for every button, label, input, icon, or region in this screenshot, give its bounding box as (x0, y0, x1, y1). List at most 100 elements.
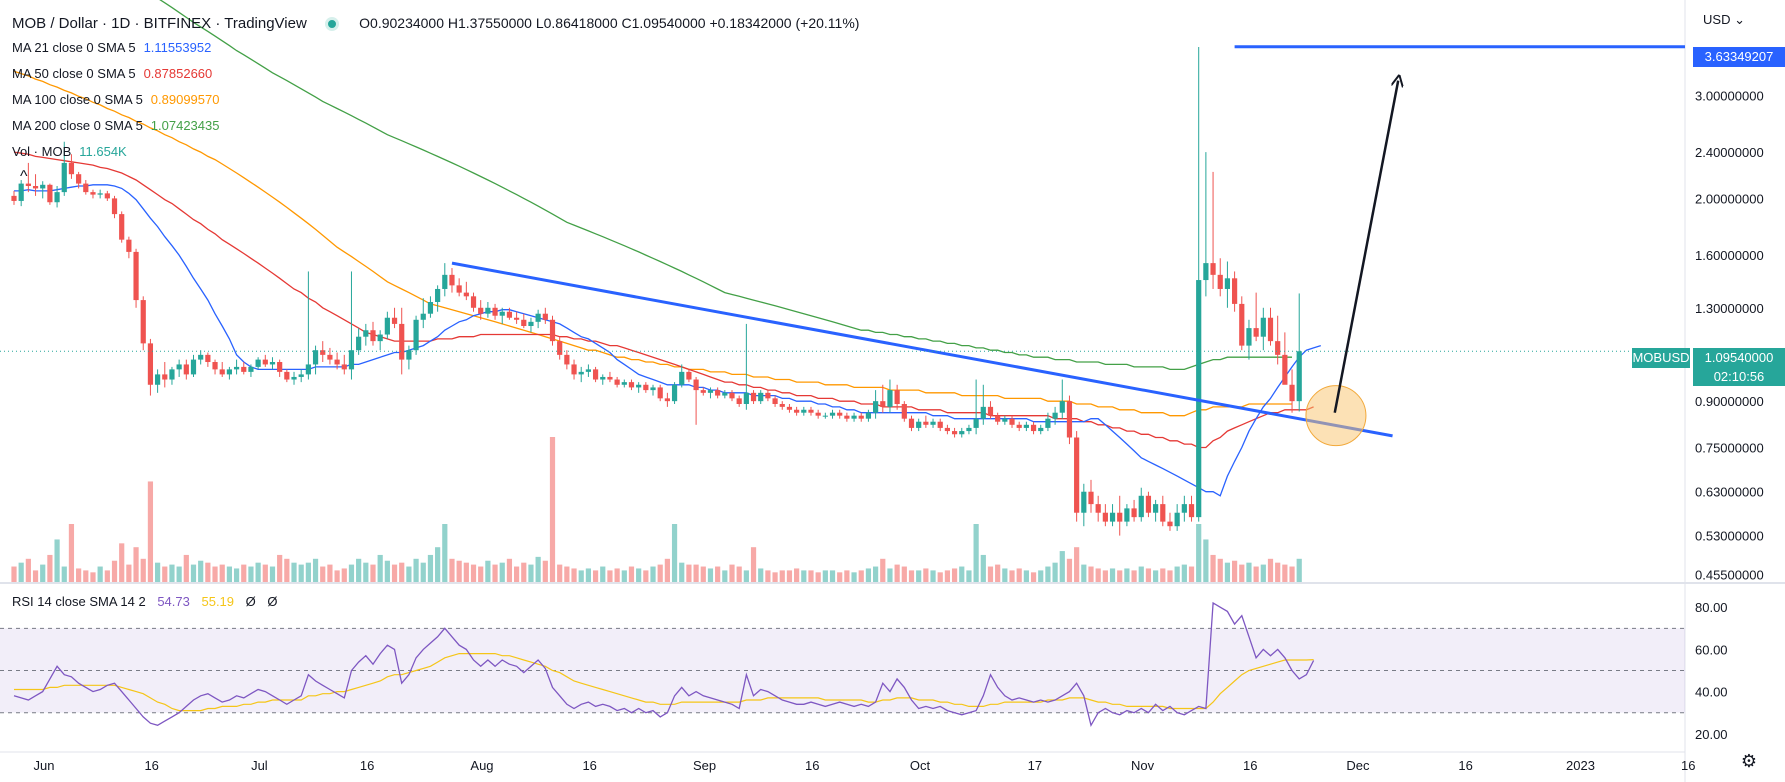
candle (549, 315, 556, 346)
candle-body (485, 307, 491, 314)
rsi-tick-label: 60.00 (1695, 642, 1728, 657)
volume-value: 11.654K (79, 144, 127, 159)
time-tick-label: Jul (251, 758, 268, 773)
candle-body (1289, 384, 1295, 402)
volume-bar (736, 566, 742, 582)
candle-body (1217, 274, 1223, 289)
collapse-legend-icon[interactable]: ^ (20, 168, 28, 185)
candle (1074, 431, 1080, 522)
candle (176, 359, 182, 377)
volume-bar (1210, 554, 1216, 582)
candle (600, 374, 606, 385)
drawings[interactable] (0, 45, 1685, 447)
candle (54, 186, 60, 208)
candle-body (1088, 491, 1094, 505)
volume-bar (61, 566, 67, 582)
volume-bar (1275, 562, 1281, 582)
candle-body (901, 403, 907, 419)
candle (1002, 415, 1008, 425)
volume-bar (1002, 568, 1008, 582)
candle-body (628, 382, 635, 388)
candle (391, 307, 398, 329)
volume-bar (1167, 570, 1173, 582)
volume-bar (226, 566, 232, 582)
candle-body (54, 192, 60, 203)
candle (169, 366, 175, 385)
candle-body (291, 376, 297, 380)
candle (1203, 152, 1209, 297)
candle-body (456, 285, 462, 293)
candle-body (1160, 504, 1166, 522)
candle-body (549, 319, 556, 342)
candle (873, 390, 879, 419)
volume-bar (470, 564, 477, 582)
candle (1088, 479, 1094, 513)
candle (514, 311, 520, 324)
candle (628, 379, 635, 391)
candle-body (76, 174, 82, 184)
candle-body (1038, 427, 1044, 432)
candle (40, 181, 46, 199)
candle (715, 387, 721, 399)
candle-body (449, 274, 455, 286)
symbol-title[interactable]: MOB / Dollar · 1D · BITFINEX · TradingVi… (12, 15, 307, 32)
legend-volume[interactable]: Vol · MOB 11.654K (12, 144, 127, 159)
volume-bar (815, 572, 821, 582)
legend-ma21[interactable]: MA 21 close 0 SMA 5 1.11553952 (12, 40, 212, 55)
candle-body (212, 362, 218, 370)
legend-rsi[interactable]: RSI 14 close SMA 14 2 54.73 55.19 Ø Ø (12, 594, 278, 609)
volume-bar (901, 566, 907, 582)
volume-bar (356, 558, 362, 582)
candle (1289, 369, 1295, 413)
candle (413, 315, 419, 355)
candle-body (679, 371, 685, 385)
volume-bar (1246, 562, 1252, 582)
candle (980, 384, 986, 425)
candle (1217, 258, 1223, 297)
candle-body (980, 406, 986, 419)
volume-bar (865, 568, 872, 582)
candle (1282, 332, 1288, 385)
candle (815, 409, 821, 419)
candle (485, 301, 491, 318)
candle-body (169, 369, 175, 380)
candle (1153, 499, 1159, 522)
legend-ma200[interactable]: MA 200 close 0 SMA 5 1.07423435 (12, 118, 220, 133)
volume-bar (801, 570, 807, 582)
volume-bar (399, 562, 405, 582)
candle-body (887, 390, 893, 407)
candle-body (535, 313, 541, 322)
gear-icon[interactable]: ⚙ (1740, 751, 1757, 771)
volume-bar (435, 547, 441, 582)
legend-ma100[interactable]: MA 100 close 0 SMA 5 0.89099570 (12, 92, 220, 107)
currency-selector[interactable]: USD ⌄ (1703, 12, 1745, 27)
volume-bar (995, 564, 1001, 582)
candle-body (1260, 317, 1266, 337)
candle-body (707, 390, 714, 393)
candle (930, 418, 936, 428)
volume-bar (700, 566, 706, 582)
candle-body (68, 162, 75, 175)
candle (384, 311, 390, 339)
candle (1124, 504, 1130, 527)
candle-body (1081, 491, 1087, 513)
sma50-line (13, 151, 1314, 449)
volume-bar (822, 570, 828, 582)
candle-body (1246, 328, 1252, 346)
rsi-axis[interactable]: 80.00 60.00 40.00 20.00 (1695, 600, 1728, 742)
volume-bar (126, 564, 132, 582)
candle-body (406, 350, 412, 360)
candle (844, 412, 850, 422)
price-axis[interactable]: 3.00000000 2.40000000 2.00000000 1.60000000… (1695, 88, 1764, 582)
volume-bar (944, 570, 950, 582)
volume-bar (478, 566, 484, 582)
volume-bar (1282, 564, 1288, 582)
candle-body (463, 292, 469, 297)
candle-body (801, 409, 807, 413)
volume-bar (83, 570, 89, 582)
time-axis[interactable]: Jun 16 Jul 16 Aug 16 Sep 16 Oct 17 Nov 16 Dec 16 2023 1… (34, 758, 1696, 773)
legend-ma50[interactable]: MA 50 close 0 SMA 5 0.87852660 (12, 66, 213, 81)
volume-bar (269, 566, 276, 582)
